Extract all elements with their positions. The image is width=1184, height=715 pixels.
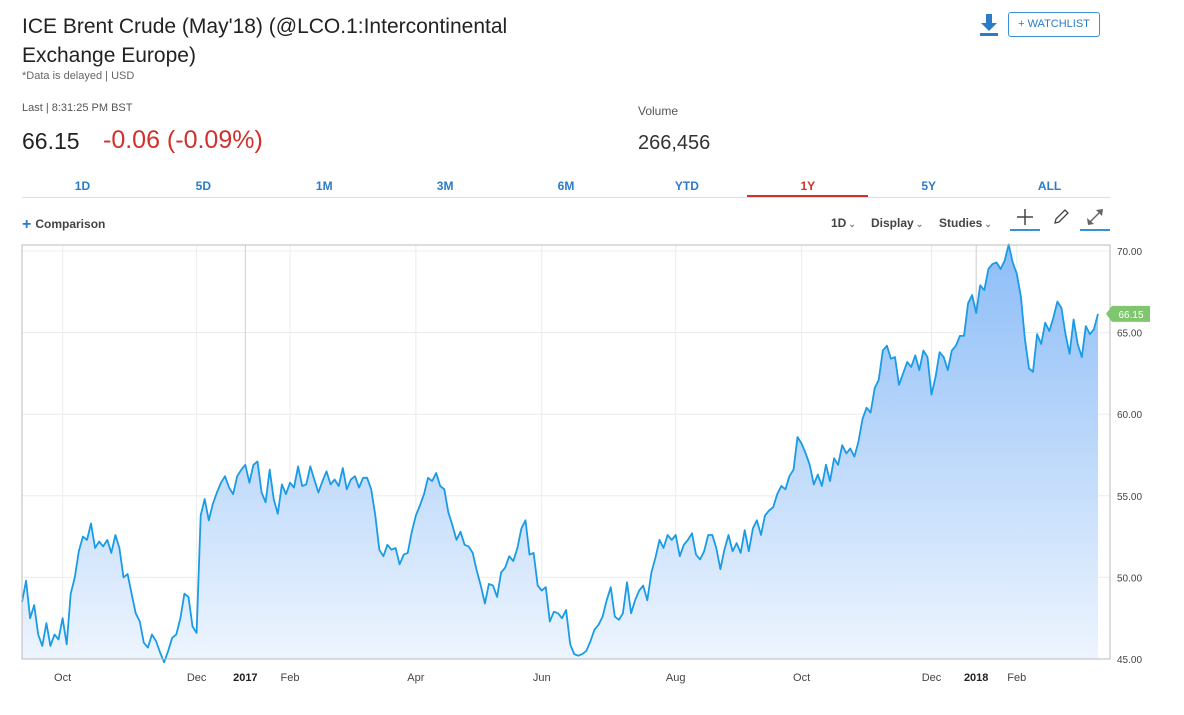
tab-6m[interactable]: 6M	[557, 179, 575, 193]
studies-label: Studies	[939, 216, 983, 230]
x-tick-label: Dec	[922, 672, 942, 684]
display-dropdown[interactable]: Display ⌄	[871, 216, 923, 230]
expand-tool[interactable]	[1080, 205, 1110, 231]
crosshair-icon	[1017, 209, 1033, 225]
pencil-icon	[1054, 209, 1069, 224]
x-tick-label: Oct	[793, 672, 810, 684]
x-tick-label: 2018	[964, 672, 988, 684]
x-tick-label: Jun	[533, 672, 551, 684]
interval-label: 1D	[831, 216, 847, 230]
crosshair-tool[interactable]	[1010, 205, 1040, 231]
x-tick-label: Oct	[54, 672, 71, 684]
volume-label: Volume	[638, 104, 679, 118]
last-time-label: Last | 8:31:25 PM BST	[22, 102, 133, 114]
expand-icon	[1087, 209, 1103, 225]
plot-frame	[21, 244, 1111, 660]
x-tick-label: Feb	[281, 672, 300, 684]
chevron-down-icon: ⌄	[848, 219, 856, 229]
x-tick-label: Aug	[666, 672, 686, 684]
tab-all[interactable]: ALL	[1037, 179, 1062, 193]
x-tick-label: Dec	[187, 672, 207, 684]
display-label: Display	[871, 216, 914, 230]
comparison-label: Comparison	[35, 217, 106, 231]
last-value-tag	[1106, 305, 1150, 322]
plus-icon: +	[22, 216, 32, 233]
interval-dropdown[interactable]: 1D ⌄	[831, 216, 856, 230]
tab-1m[interactable]: 1M	[315, 179, 333, 193]
x-tick-label: Feb	[1007, 672, 1026, 684]
last-value-label: 66.15	[1118, 310, 1143, 321]
y-tick-label: 70.00	[1117, 247, 1142, 258]
tab-ytd[interactable]: YTD	[674, 179, 699, 193]
tab-1y[interactable]: 1Y	[747, 176, 869, 197]
draw-tool[interactable]	[1046, 205, 1076, 231]
y-tick-label: 45.00	[1117, 655, 1142, 666]
price-chart[interactable]: 45.00 50.00 55.00 60.00 65.00 70.00 Oct Dec 201…	[0, 240, 1184, 690]
studies-dropdown[interactable]: Studies ⌄	[939, 216, 992, 230]
chevron-down-icon: ⌄	[984, 219, 992, 229]
tab-5d[interactable]: 5D	[195, 179, 211, 193]
download-icon[interactable]	[978, 13, 1000, 37]
comparison-button[interactable]: + Comparison	[22, 216, 105, 234]
y-tick-label: 60.00	[1117, 410, 1142, 421]
y-tick-label: 65.00	[1117, 329, 1142, 340]
watchlist-button[interactable]: + WATCHLIST	[1008, 12, 1100, 37]
y-tick-label: 55.00	[1117, 492, 1142, 503]
chevron-down-icon: ⌄	[915, 219, 924, 229]
price-line	[21, 243, 1099, 664]
tab-3m[interactable]: 3M	[436, 179, 454, 193]
price-change: -0.06 (-0.09%)	[103, 126, 263, 154]
range-tabs: 1D 5D 1M 3M 6M YTD 1Y 5Y ALL	[22, 176, 1110, 198]
data-delay-note: *Data is delayed | USD	[22, 70, 135, 82]
y-tick-label: 50.00	[1117, 573, 1142, 584]
tab-1d[interactable]: 1D	[74, 179, 91, 193]
x-tick-label: 2017	[233, 672, 257, 684]
volume-value: 266,456	[638, 132, 711, 154]
price-area-fill	[22, 244, 1098, 663]
x-tick-label: Apr	[407, 672, 424, 684]
page-title: ICE Brent Crude (May'18) (@LCO.1:Interco…	[22, 15, 508, 67]
tab-5y[interactable]: 5Y	[921, 179, 937, 193]
last-price: 66.15	[22, 128, 80, 154]
